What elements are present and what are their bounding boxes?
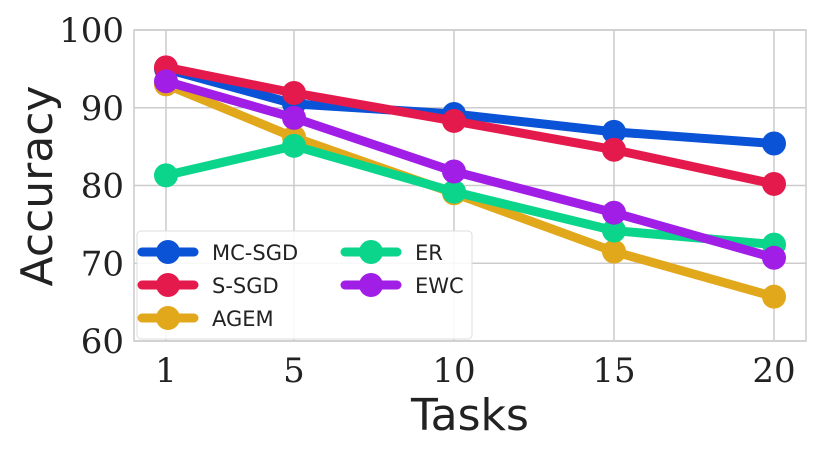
point-ewc-15 xyxy=(602,200,626,225)
legend: MC-SGD S-SGD AGEM ER EWC xyxy=(136,230,473,340)
series-er xyxy=(154,133,786,257)
plot-frame xyxy=(133,29,807,342)
x-tick-10: 10 xyxy=(432,351,475,391)
legend-label-er: ER xyxy=(415,241,443,265)
point-agem-15 xyxy=(602,239,626,264)
point-mc-sgd-15 xyxy=(602,119,626,144)
x-tick-20: 20 xyxy=(752,351,795,391)
point-agem-20 xyxy=(762,284,786,309)
point-ewc-20 xyxy=(762,245,786,270)
y-tick-80: 80 xyxy=(81,167,124,207)
y-tick-60: 60 xyxy=(81,322,124,362)
point-er-5 xyxy=(282,133,306,158)
legend-item-er: ER xyxy=(340,240,443,265)
point-ewc-1 xyxy=(154,69,178,94)
x-tick-1: 1 xyxy=(155,351,177,391)
legend-swatch-marker xyxy=(156,240,180,264)
point-s-sgd-10 xyxy=(442,108,466,133)
legend-item-ewc: EWC xyxy=(340,273,464,298)
legend-swatch-marker xyxy=(156,273,180,297)
legend-label-s-sgd: S-SGD xyxy=(212,274,279,298)
legend-box xyxy=(136,230,473,340)
y-tick-70: 70 xyxy=(81,244,124,284)
point-ewc-10 xyxy=(442,159,466,184)
legend-swatch-marker xyxy=(359,273,383,297)
x-tick-15: 15 xyxy=(592,351,635,391)
point-s-sgd-5 xyxy=(282,80,306,105)
point-s-sgd-15 xyxy=(602,137,626,162)
x-tick-labels: 1 5 10 15 20 xyxy=(155,351,795,391)
legend-item-mc-sgd: MC-SGD xyxy=(137,240,298,265)
point-er-10 xyxy=(442,179,466,204)
legend-label-ewc: EWC xyxy=(415,274,464,298)
point-s-sgd-20 xyxy=(762,171,786,196)
legend-item-agem: AGEM xyxy=(137,306,274,331)
series-ewc xyxy=(154,69,786,270)
legend-swatch-marker xyxy=(156,306,180,330)
y-tick-100: 100 xyxy=(59,11,124,51)
y-tick-labels: 60 70 80 90 100 xyxy=(59,11,124,362)
point-er-1 xyxy=(154,163,178,188)
x-axis-title: Tasks xyxy=(410,390,529,441)
x-tick-5: 5 xyxy=(283,351,305,391)
legend-item-s-sgd: S-SGD xyxy=(137,273,279,298)
legend-label-mc-sgd: MC-SGD xyxy=(212,241,298,265)
point-ewc-5 xyxy=(282,105,306,130)
point-mc-sgd-20 xyxy=(762,131,786,156)
legend-swatch-marker xyxy=(359,240,383,264)
y-axis-title: Accuracy xyxy=(12,86,63,287)
legend-label-agem: AGEM xyxy=(212,307,274,331)
series-group xyxy=(154,55,786,309)
point-er-15 xyxy=(602,218,626,243)
y-tick-90: 90 xyxy=(81,89,124,129)
